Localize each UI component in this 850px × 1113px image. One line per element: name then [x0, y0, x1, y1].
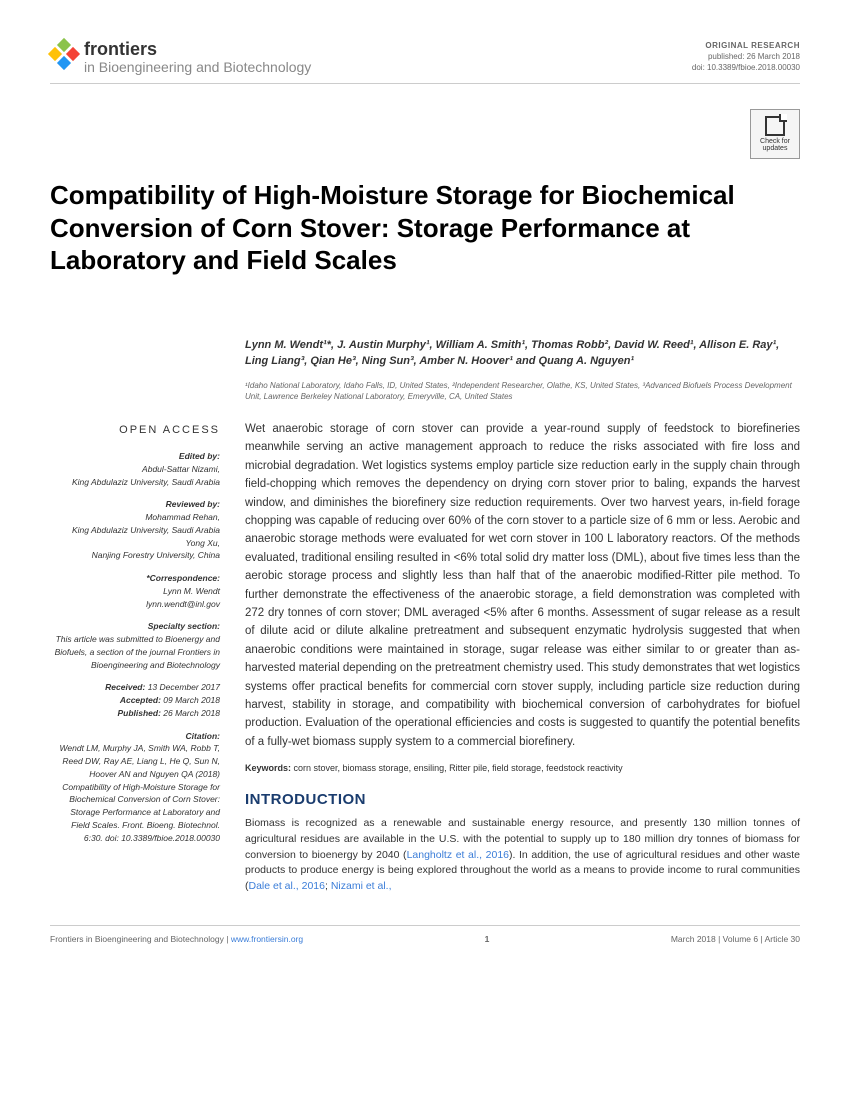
- doi: doi: 10.3389/fbioe.2018.00030: [692, 62, 800, 73]
- correspondence: *Correspondence:Lynn M. Wendtlynn.wendt@…: [50, 572, 220, 610]
- journal-name: in Bioengineering and Biotechnology: [84, 60, 311, 75]
- brand-name: frontiers: [84, 40, 311, 60]
- check-updates-icon: [765, 116, 785, 136]
- check-updates-button[interactable]: Check for updates: [750, 109, 800, 159]
- citation-link[interactable]: Dale et al., 2016: [249, 880, 325, 892]
- pub-date: published: 26 March 2018: [692, 51, 800, 62]
- citation: Citation:Wendt LM, Murphy JA, Smith WA, …: [50, 730, 220, 845]
- sidebar: OPEN ACCESS Edited by:Abdul-Sattar Nizam…: [50, 337, 220, 895]
- check-updates-label: Check for updates: [760, 138, 790, 152]
- page-footer: Frontiers in Bioengineering and Biotechn…: [50, 925, 800, 944]
- footer-url[interactable]: www.frontiersin.org: [231, 934, 303, 944]
- citation-link[interactable]: Nizami et al.,: [331, 880, 392, 892]
- pub-type: ORIGINAL RESEARCH: [692, 40, 800, 51]
- article-title: Compatibility of High-Moisture Storage f…: [50, 179, 800, 277]
- specialty-section: Specialty section:This article was submi…: [50, 620, 220, 671]
- reviewed-by: Reviewed by:Mohammad Rehan,King Abdulazi…: [50, 498, 220, 562]
- intro-heading: INTRODUCTION: [245, 791, 800, 808]
- page-number: 1: [485, 934, 490, 944]
- affiliations: ¹Idaho National Laboratory, Idaho Falls,…: [245, 380, 800, 402]
- intro-body: Biomass is recognized as a renewable and…: [245, 816, 800, 895]
- footer-journal: Frontiers in Bioengineering and Biotechn…: [50, 934, 224, 944]
- dates: Received: 13 December 2017Accepted: 09 M…: [50, 681, 220, 719]
- frontiers-logo-icon: [50, 40, 78, 68]
- page-header: frontiersin Bioengineering and Biotechno…: [50, 40, 800, 84]
- publication-info: ORIGINAL RESEARCH published: 26 March 20…: [692, 40, 800, 74]
- main-content: Lynn M. Wendt¹*, J. Austin Murphy¹, Will…: [245, 337, 800, 895]
- authors: Lynn M. Wendt¹*, J. Austin Murphy¹, Will…: [245, 337, 800, 370]
- footer-issue: March 2018 | Volume 6 | Article 30: [671, 934, 800, 944]
- edited-by: Edited by:Abdul-Sattar Nizami,King Abdul…: [50, 450, 220, 488]
- citation-link[interactable]: Langholtz et al., 2016: [407, 849, 509, 861]
- keywords: Keywords: corn stover, biomass storage, …: [245, 763, 800, 773]
- open-access-label: OPEN ACCESS: [50, 422, 220, 439]
- abstract: Wet anaerobic storage of corn stover can…: [245, 420, 800, 751]
- logo: frontiersin Bioengineering and Biotechno…: [50, 40, 311, 75]
